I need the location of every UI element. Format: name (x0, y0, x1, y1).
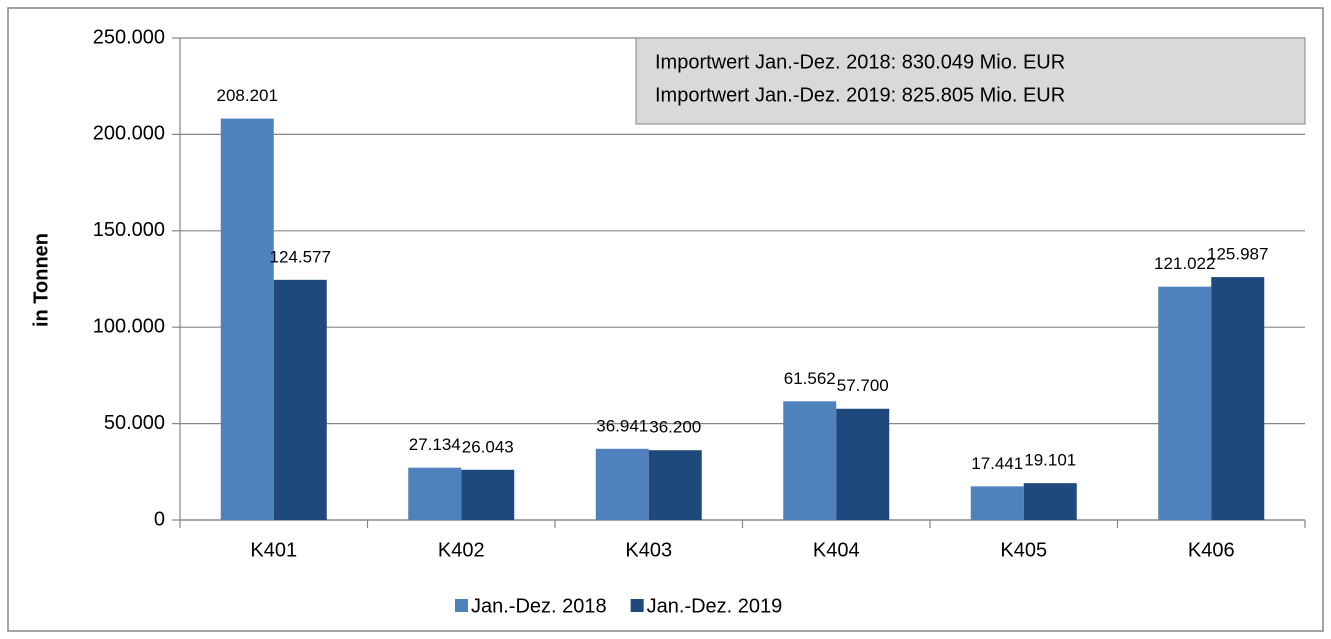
y-tick-label: 100.000 (93, 315, 165, 337)
x-tick-label: K401 (250, 539, 297, 561)
bar (970, 486, 1024, 520)
x-tick-label: K402 (438, 539, 485, 561)
x-tick-label: K403 (625, 539, 672, 561)
bar (595, 448, 649, 520)
data-label: 17.441 (971, 454, 1023, 473)
data-label: 19.101 (1024, 451, 1076, 470)
data-label: 125.987 (1207, 245, 1268, 264)
data-label: 57.700 (837, 376, 889, 395)
bar (408, 467, 462, 520)
bar (273, 279, 327, 520)
x-tick-label: K405 (1000, 539, 1047, 561)
legend-label: Jan.-Dez. 2019 (647, 595, 783, 617)
x-tick-label: K406 (1188, 539, 1235, 561)
bar (783, 401, 837, 520)
y-tick-label: 150.000 (93, 219, 165, 241)
y-tick-label: 0 (154, 508, 165, 530)
x-tick-label: K404 (813, 539, 860, 561)
annotation: Importwert Jan.-Dez. 2018: 830.049 Mio. … (655, 51, 1065, 73)
legend-swatch (630, 599, 644, 612)
data-label: 124.577 (270, 247, 331, 266)
bar (461, 469, 515, 520)
legend-label: Jan.-Dez. 2018 (471, 595, 607, 617)
y-tick-label: 250.000 (93, 26, 165, 48)
data-label: 27.134 (409, 435, 461, 454)
data-label: 36.200 (649, 418, 701, 437)
bar (836, 408, 890, 520)
data-label: 26.043 (462, 437, 514, 456)
data-label: 36.941 (596, 416, 648, 435)
annotation-box (635, 37, 1306, 125)
data-label: 121.022 (1154, 254, 1215, 273)
data-label: 61.562 (784, 369, 836, 388)
bar (220, 118, 274, 520)
bar (1023, 483, 1077, 520)
annotation: Importwert Jan.-Dez. 2019: 825.805 Mio. … (655, 84, 1065, 106)
bar (1211, 277, 1265, 520)
y-axis-label: in Tonnen (30, 233, 52, 327)
y-tick-label: 50.000 (104, 412, 165, 434)
bar (1158, 286, 1212, 520)
bar (648, 450, 702, 520)
legend-swatch (455, 599, 468, 612)
y-tick-label: 200.000 (93, 123, 165, 145)
data-label: 208.201 (217, 86, 278, 105)
